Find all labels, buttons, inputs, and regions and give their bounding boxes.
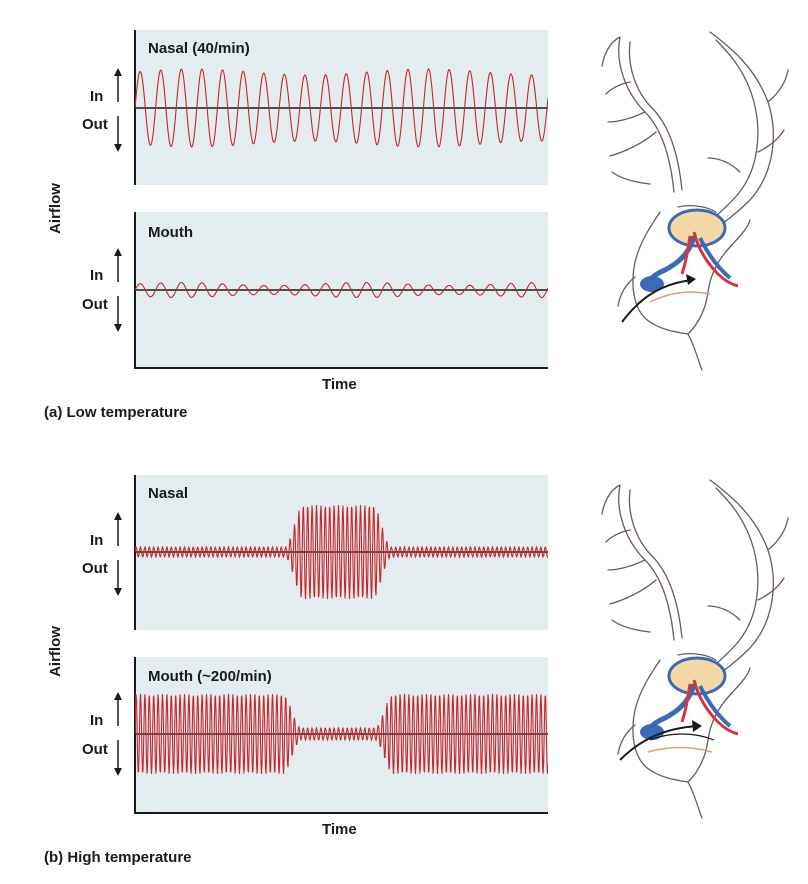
mouth-in-label-a: In	[90, 267, 104, 284]
nasal-in-label-a: In	[90, 88, 104, 105]
nasal-title-a: Nasal (40/min)	[148, 40, 250, 57]
mouth-in-label-b: In	[90, 712, 104, 729]
nasal-in-label-b: In	[90, 532, 104, 549]
airflow-label-b: Airflow	[46, 626, 64, 677]
reindeer-head-illustration-a	[601, 31, 789, 371]
nasal-wave-a	[135, 68, 548, 148]
mouth-axis-a	[134, 212, 136, 368]
time-label-a: Time	[322, 376, 357, 393]
mouth-axis-b	[134, 657, 136, 813]
nasal-in-out-arrows-a	[114, 68, 122, 152]
caption-b: (b) High temperature	[44, 849, 192, 866]
nasal-out-label-a: Out	[82, 116, 108, 133]
caption-text-a: Low temperature	[66, 404, 188, 421]
caption-tag-b: (b)	[44, 849, 64, 866]
airflow-trace	[135, 504, 548, 600]
nasal-out-label-b: Out	[82, 560, 108, 577]
mouth-title-b: Mouth (~200/min)	[148, 668, 272, 685]
mouth-in-out-arrows-b	[114, 692, 122, 776]
nasal-title-b: Nasal	[148, 485, 189, 502]
caption-tag-a: (a)	[44, 404, 63, 421]
mouth-out-label-b: Out	[82, 741, 108, 758]
airflow-trace	[135, 693, 548, 775]
nasal-axis-b	[134, 475, 136, 630]
caption-a: (a) Low temperature	[44, 404, 187, 421]
time-axis-b	[134, 812, 548, 814]
nasal-in-out-arrows-b	[114, 512, 122, 596]
nasal-wave-b	[135, 504, 548, 600]
reindeer-head-illustration-b	[601, 479, 789, 819]
mouth-wave-b	[135, 693, 548, 775]
caption-text-b: High temperature	[67, 849, 192, 866]
airflow-trace	[135, 281, 548, 299]
time-label-b: Time	[322, 821, 357, 838]
mouth-wave-a	[135, 281, 548, 299]
mouth-title-a: Mouth	[148, 224, 193, 241]
airflow-trace	[135, 68, 548, 148]
mouth-out-label-a: Out	[82, 296, 108, 313]
time-axis-a	[134, 367, 548, 369]
mouth-in-out-arrows-a	[114, 248, 122, 332]
airflow-label-a: Airflow	[46, 183, 64, 234]
